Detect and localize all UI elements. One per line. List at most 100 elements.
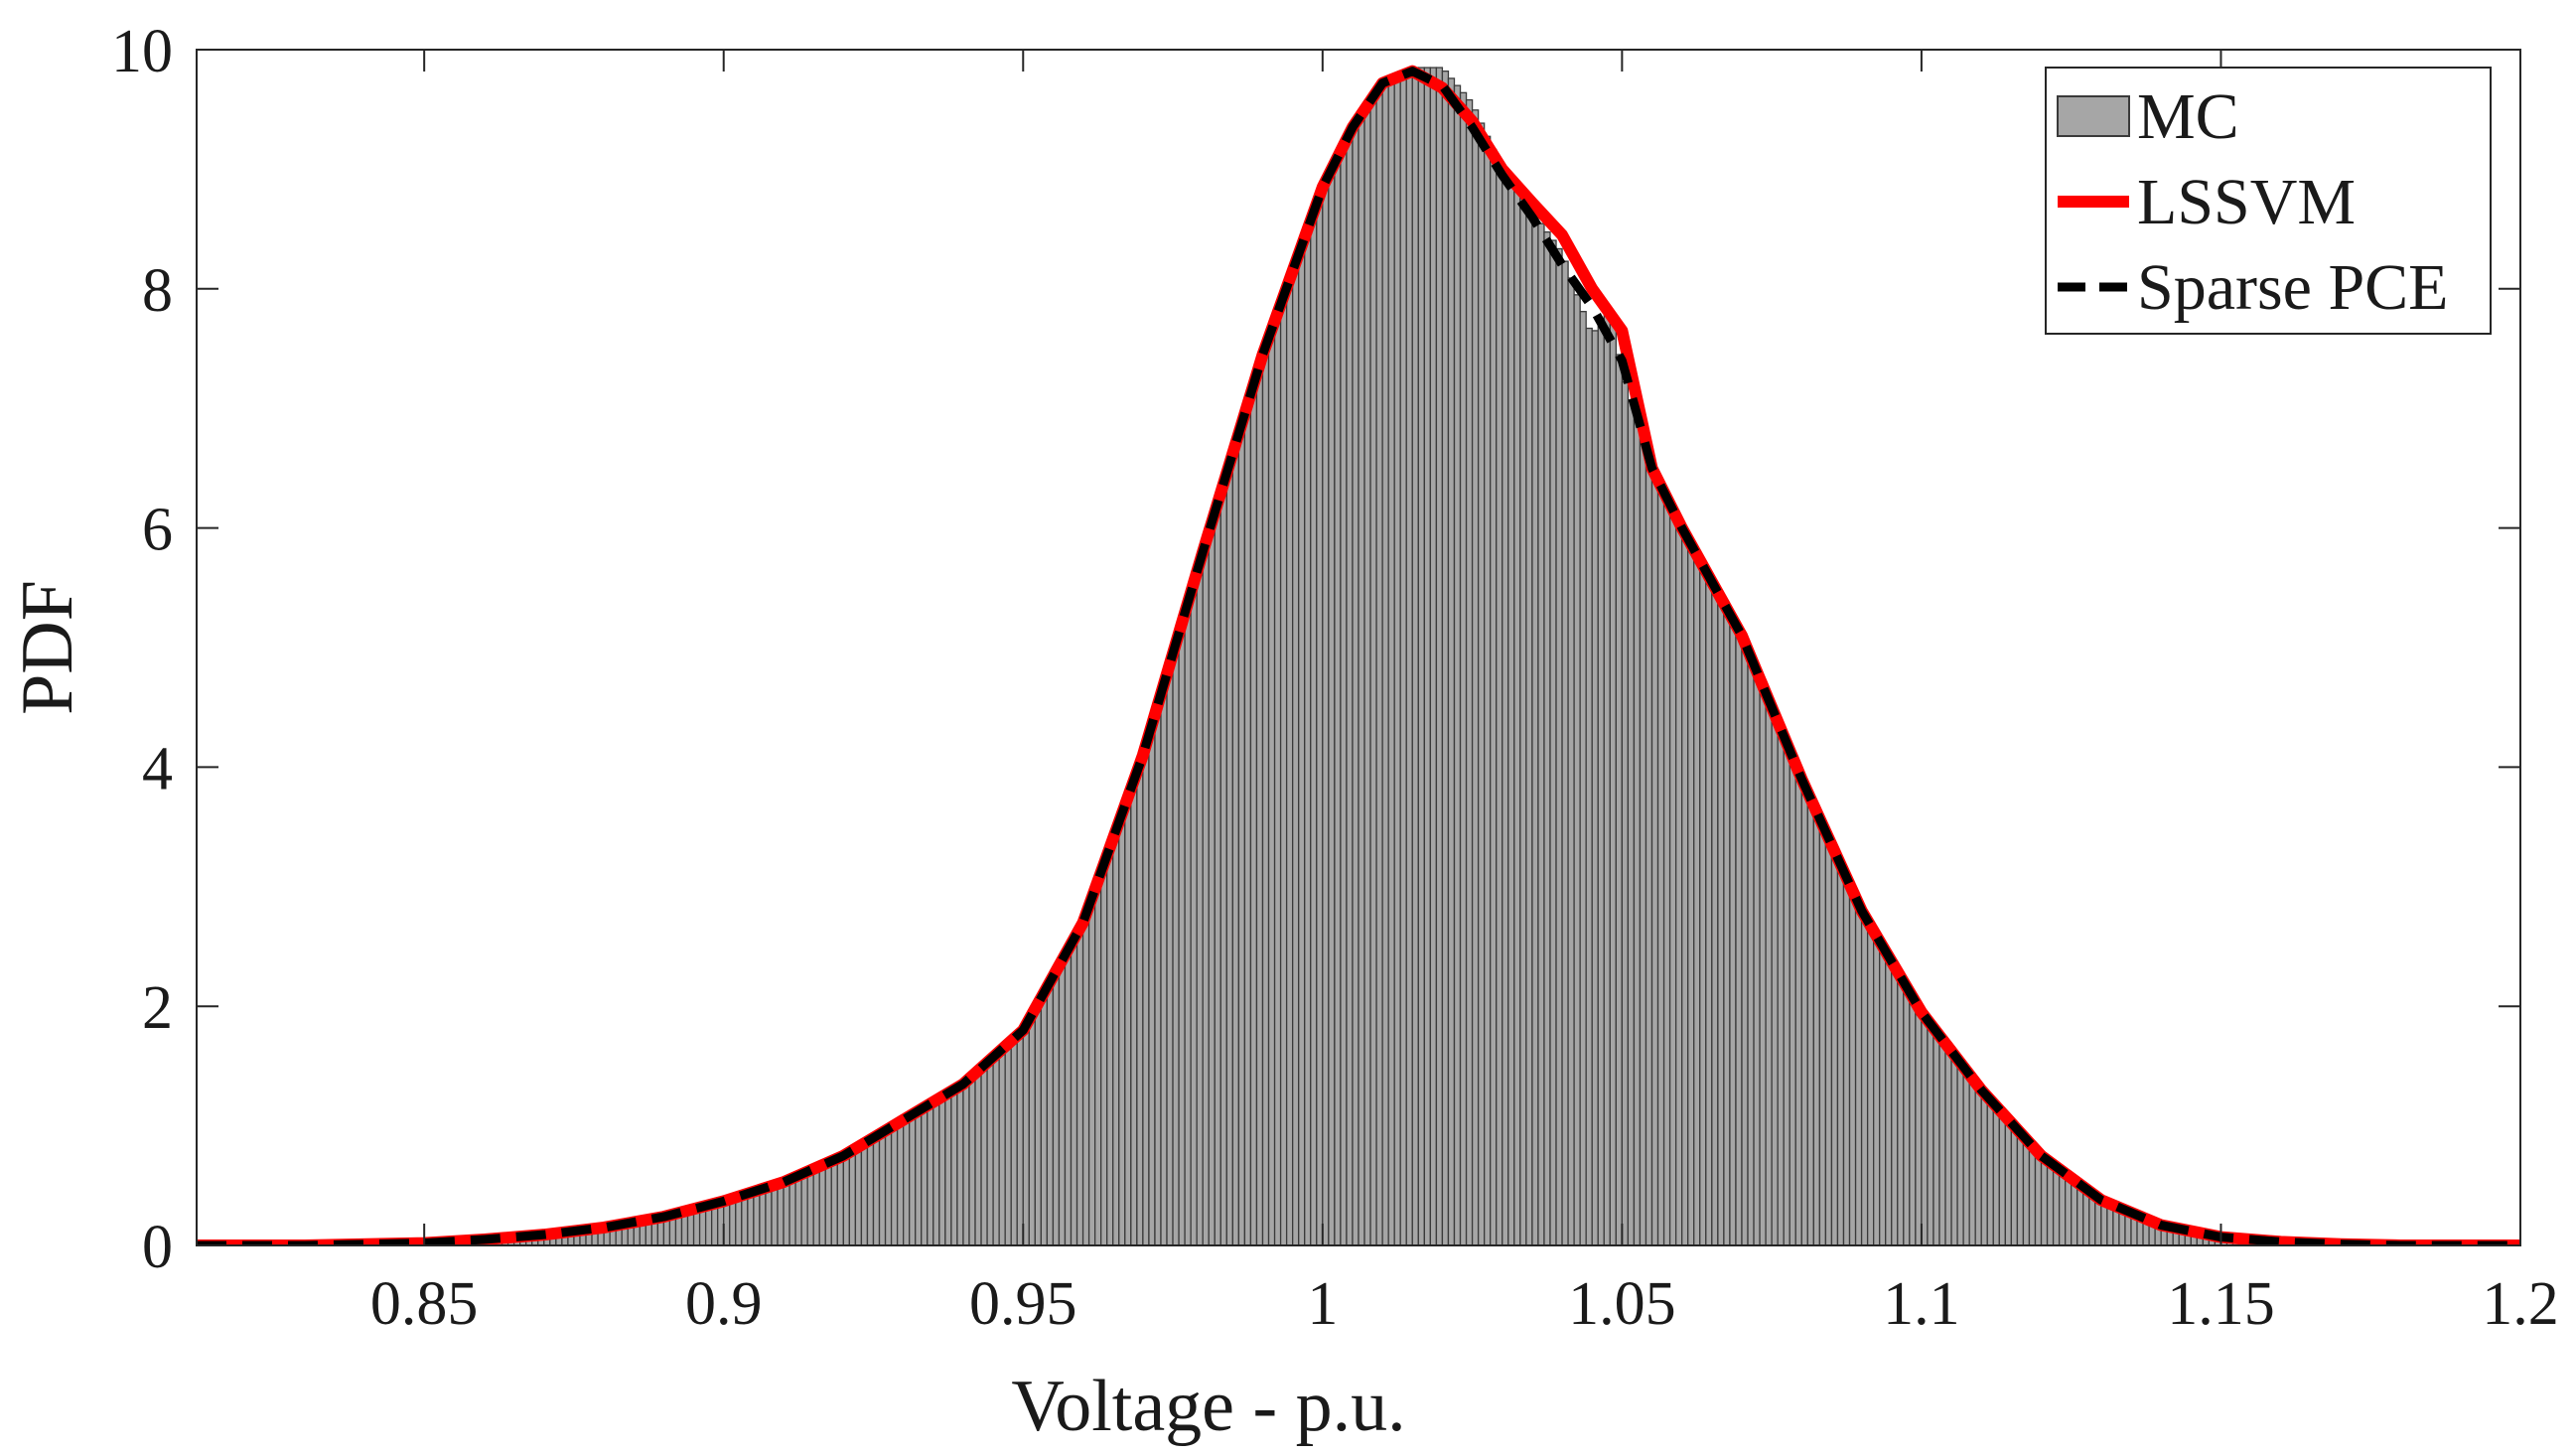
mc-histogram-bar [1842,877,1851,1245]
mc-histogram-bar [854,1146,863,1245]
mc-histogram-bar [1879,946,1887,1245]
mc-histogram-bar [1938,1038,1946,1245]
mc-histogram-bar [1046,980,1055,1245]
mc-histogram [328,67,2377,1245]
mc-histogram-bar [915,1109,923,1245]
mc-histogram-bar [1484,135,1492,1245]
mc-histogram-bar [980,1064,988,1245]
x-axis-ticks: 0.85 0.9 0.95 1 1.05 1.1 1.15 1.2 [370,50,2559,1338]
mc-histogram-bar [1909,996,1917,1245]
mc-histogram-bar [1753,670,1761,1245]
mc-histogram-bar [1328,172,1336,1245]
mc-histogram-bar [1064,948,1073,1245]
mc-histogram-bar [1729,619,1737,1245]
mc-histogram-bar [1717,597,1725,1245]
mc-histogram-bar [2022,1138,2031,1245]
x-tick-label: 1.05 [1568,1270,1676,1338]
mc-histogram-bar [1106,846,1114,1245]
mc-histogram-bar [759,1188,767,1245]
mc-histogram-bar [1998,1112,2006,1245]
mc-histogram-bar [1812,810,1821,1245]
mc-histogram-bar [741,1194,749,1245]
mc-histogram-bar [771,1184,779,1245]
mc-histogram-bar [1932,1031,1940,1245]
mc-histogram-bar [1196,561,1204,1245]
x-tick-label: 1 [1307,1270,1338,1338]
mc-histogram-bar [1609,318,1617,1245]
mc-histogram-bar [1824,837,1833,1245]
mc-histogram-bar [1668,509,1677,1245]
legend-label: LSSVM [2137,166,2356,238]
mc-histogram-bar [1783,742,1790,1245]
legend: MC LSSVM Sparse PCE [2045,67,2492,335]
mc-histogram-bar [1219,484,1227,1245]
mc-histogram-bar [962,1081,970,1245]
mc-histogram-bar [824,1161,832,1245]
mc-histogram-bar [788,1177,796,1245]
x-tick-label: 0.85 [370,1270,479,1338]
mc-histogram-bar [1298,250,1306,1245]
mc-histogram-bar [1711,586,1719,1245]
mc-histogram-bar [1927,1023,1934,1245]
mc-histogram-bar [1267,335,1276,1245]
mc-histogram-bar [1771,713,1779,1245]
mc-histogram-bar [1591,330,1599,1245]
mc-histogram-bar [1950,1054,1958,1245]
mc-histogram-bar [1525,206,1533,1245]
mc-histogram-bar [806,1169,814,1245]
mc-histogram-bar [794,1174,802,1245]
mc-histogram-bar [1962,1070,1970,1245]
mc-histogram-bar [1369,97,1377,1245]
mc-histogram-bar [1543,230,1551,1245]
mc-histogram-bar [1225,465,1233,1245]
mc-histogram-bar [1136,763,1144,1245]
mc-histogram-bar [2016,1131,2025,1245]
mc-histogram-bar [1891,965,1899,1245]
x-axis-label: Voltage - p.u. [1011,1366,1405,1447]
mc-histogram-bar [1261,351,1270,1245]
y-axis-ticks: 0 2 4 6 8 10 [111,18,2520,1281]
mc-histogram-bar [729,1197,737,1245]
mc-histogram-bar [1058,959,1067,1245]
mc-histogram-bar [938,1095,946,1245]
y-axis-label: PDF [7,580,88,715]
mc-histogram-bar [1921,1015,1929,1245]
mc-histogram-bar [896,1120,905,1245]
mc-histogram-bar [1358,113,1365,1245]
mc-histogram-bar [860,1142,869,1245]
mc-histogram-bar [992,1054,1000,1245]
y-tick-label: 2 [142,974,173,1042]
mc-histogram-bar [1603,306,1611,1245]
mc-histogram-bar [1184,602,1192,1245]
mc-histogram-bar [1118,812,1126,1245]
mc-histogram-bar [2040,1157,2049,1245]
mc-histogram-bar [1705,575,1713,1245]
mc-histogram-bar [1429,67,1438,1245]
mc-histogram-bar [1112,829,1120,1245]
mc-histogram-bar [1549,239,1557,1245]
mc-histogram-bar [1567,277,1575,1245]
mc-histogram-bar [1016,1032,1024,1245]
mc-histogram-bar [1507,181,1515,1245]
mc-histogram-bar [1597,318,1605,1245]
mc-histogram-bar [1100,863,1108,1245]
mc-histogram-bar [777,1182,785,1245]
mc-histogram-bar [1417,67,1425,1245]
mc-histogram-bar [1674,520,1683,1245]
mc-histogram-bar [1806,798,1814,1245]
mc-histogram-bar [1471,109,1480,1245]
mc-histogram-bar [1255,369,1264,1245]
mc-histogram-bar [1759,684,1767,1245]
mc-histogram-bar [1202,541,1210,1245]
y-tick-label: 6 [142,497,173,564]
mc-histogram-bar [1087,896,1096,1245]
mc-histogram-bar [842,1153,851,1245]
mc-histogram-bar [1496,162,1503,1245]
mc-histogram-bar [1579,311,1587,1245]
mc-histogram-bar [878,1131,887,1245]
mc-histogram-bar [1243,407,1252,1245]
mc-histogram-bar [2004,1118,2013,1245]
mc-histogram-bar [1789,757,1796,1245]
mc-histogram-bar [1986,1098,1994,1245]
